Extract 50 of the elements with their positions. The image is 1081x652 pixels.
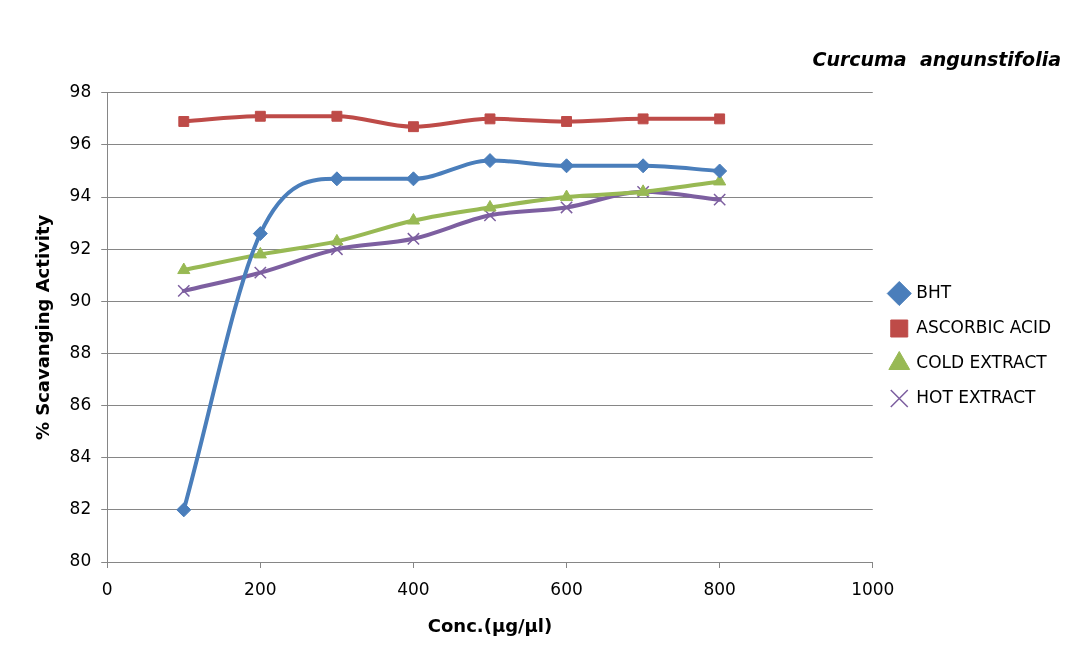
text: Curcuma angunstifolia xyxy=(812,48,1061,71)
point xyxy=(713,193,727,207)
y-tick-label: 94 xyxy=(69,185,92,206)
x-tick-label: 200 xyxy=(244,578,277,599)
point xyxy=(177,284,191,298)
point xyxy=(331,110,343,122)
x-tick-label: 1000 xyxy=(851,578,895,599)
legend-label: BHT xyxy=(916,281,952,302)
point xyxy=(406,213,421,225)
y-tick-label: 90 xyxy=(69,289,92,310)
point xyxy=(253,266,267,280)
y-tick-label: 96 xyxy=(69,133,92,154)
y-tick-label: 84 xyxy=(69,446,92,467)
legend-label: COLD EXTRACT xyxy=(916,351,1048,372)
x-tick-label: 0 xyxy=(101,578,113,599)
y-axis-title: % Scavanging Activity xyxy=(32,214,54,441)
point xyxy=(330,233,344,246)
point xyxy=(559,189,574,202)
point xyxy=(712,163,728,179)
point xyxy=(329,171,345,187)
point xyxy=(484,113,496,125)
point xyxy=(637,113,649,125)
point xyxy=(483,199,497,212)
point xyxy=(407,232,420,246)
y-tick-label: 88 xyxy=(69,341,92,362)
y-tick-label: 98 xyxy=(69,81,92,102)
point xyxy=(178,116,190,127)
x-axis-title: Conc.(µg/µl) xyxy=(427,614,553,636)
point xyxy=(176,502,192,518)
y-tick-label: 80 xyxy=(69,550,92,571)
point xyxy=(560,201,573,214)
y-tick-label: 92 xyxy=(69,237,92,258)
point xyxy=(252,226,268,242)
point xyxy=(635,158,651,174)
point xyxy=(482,153,498,169)
legend-label: ASCORBIC ACID xyxy=(916,316,1052,337)
x-tick-label: 800 xyxy=(703,578,736,599)
y-tick-label: 82 xyxy=(69,498,92,519)
point xyxy=(559,158,575,174)
point xyxy=(177,262,191,275)
point xyxy=(407,121,419,133)
point xyxy=(253,246,267,259)
point xyxy=(561,116,572,127)
legend-label: HOT EXTRACT xyxy=(916,386,1037,407)
point xyxy=(714,113,726,125)
y-tick-label: 86 xyxy=(69,394,92,415)
x-tick-label: 600 xyxy=(550,578,583,599)
x-tick-label: 400 xyxy=(397,578,430,599)
point xyxy=(254,110,266,122)
point xyxy=(405,171,421,187)
